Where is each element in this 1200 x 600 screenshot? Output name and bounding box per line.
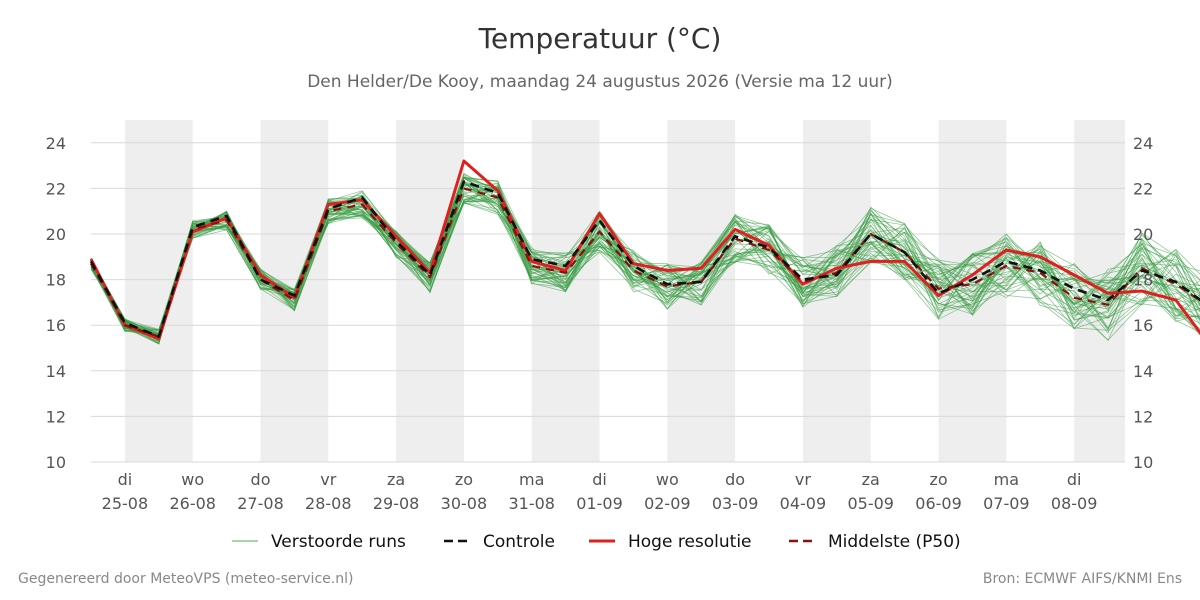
x-tick-day-label: zo [929, 470, 947, 489]
y-tick-label-left: 14 [46, 362, 66, 381]
footer-source: Bron: ECMWF AIFS/KNMI Ens [982, 571, 1182, 587]
ensemble-member-line [90, 181, 1200, 343]
legend-label: Hoge resolutie [628, 532, 752, 552]
ensemble-member-line [90, 182, 1200, 337]
y-tick-label-left: 16 [46, 316, 66, 335]
x-tick-date-label: 02-09 [644, 494, 691, 513]
ensemble-member-line [90, 198, 1200, 332]
x-tick-date-label: 07-09 [983, 494, 1030, 513]
y-tick-label-right: 12 [1133, 407, 1153, 426]
legend: Verstoorde runs Controle Hoge resolutie Mid… [232, 532, 961, 552]
axes: 10 10 12 12 14 14 16 16 18 18 20 20 22 22 24 24 di 25-08 w… [46, 134, 1154, 513]
y-tick-label-right: 22 [1133, 179, 1153, 198]
x-tick-date-label: 03-09 [712, 494, 759, 513]
grid-lines [91, 142, 1125, 463]
x-tick-date-label: 01-09 [576, 494, 623, 513]
x-tick-day-label: zo [455, 470, 473, 489]
x-tick-date-label: 26-08 [169, 494, 216, 513]
x-tick-day-label: do [725, 470, 745, 489]
y-tick-label-left: 22 [46, 179, 66, 198]
x-tick-day-label: ma [994, 470, 1019, 489]
x-tick-day-label: za [387, 470, 405, 489]
x-tick-date-label: 25-08 [102, 494, 149, 513]
x-tick-day-label: di [118, 470, 133, 489]
ensemble-member-line [90, 186, 1200, 338]
x-tick-day-label: za [862, 470, 880, 489]
x-tick-date-label: 05-09 [847, 494, 894, 513]
y-tick-label-left: 10 [46, 453, 66, 472]
x-tick-date-label: 28-08 [305, 494, 352, 513]
ensemble-member-line [90, 200, 1200, 332]
y-tick-label-right: 18 [1133, 271, 1153, 290]
ensemble-member-line [90, 183, 1200, 337]
y-tick-label-left: 12 [46, 407, 66, 426]
ensemble-member-line [90, 188, 1200, 334]
y-tick-label-right: 24 [1133, 134, 1153, 153]
ensemble-member-line [90, 202, 1200, 345]
ensemble-members [90, 172, 1200, 345]
x-tick-day-label: di [1067, 470, 1082, 489]
x-tick-day-label: ma [519, 470, 544, 489]
x-tick-day-label: do [251, 470, 271, 489]
series-controle [89, 180, 1200, 338]
shaded-day-band [802, 120, 871, 462]
ensemble-member-line [90, 195, 1200, 334]
series-middelste-p50 [90, 187, 1200, 338]
x-tick-date-label: 27-08 [237, 494, 284, 513]
x-tick-day-label: di [592, 470, 607, 489]
legend-label: Verstoorde runs [271, 532, 406, 552]
ensemble-member-line [90, 202, 1200, 336]
footer-generated-by: Gegenereerd door MeteoVPS (meteo-service… [18, 571, 354, 587]
x-tick-date-label: 31-08 [508, 494, 555, 513]
x-tick-day-label: wo [181, 470, 204, 489]
shaded-day-band [124, 120, 193, 462]
y-tick-label-right: 16 [1133, 316, 1153, 335]
chart-title: Temperatuur (°C) [478, 22, 722, 55]
day-shading [124, 120, 1125, 462]
y-tick-label-right: 14 [1133, 362, 1153, 381]
y-tick-label-left: 20 [46, 225, 66, 244]
chart-subtitle: Den Helder/De Kooy, maandag 24 augustus … [307, 72, 893, 92]
x-tick-date-label: 30-08 [441, 494, 488, 513]
legend-label: Controle [483, 532, 555, 552]
series-hoge-resolutie [89, 159, 1200, 341]
x-tick-date-label: 06-09 [915, 494, 962, 513]
x-tick-date-label: 29-08 [373, 494, 420, 513]
y-tick-label-right: 10 [1133, 453, 1153, 472]
y-tick-label-right: 20 [1133, 225, 1153, 244]
x-tick-day-label: wo [656, 470, 679, 489]
x-tick-day-label: vr [795, 470, 811, 489]
legend-label: Middelste (P50) [828, 532, 961, 552]
x-tick-date-label: 08-09 [1051, 494, 1098, 513]
y-tick-label-left: 24 [46, 134, 66, 153]
ensemble-member-line [90, 183, 1200, 343]
x-tick-date-label: 04-09 [780, 494, 827, 513]
x-tick-day-label: vr [320, 470, 336, 489]
series-lines [89, 159, 1200, 341]
y-tick-label-left: 18 [46, 271, 66, 290]
ensemble-member-line [90, 173, 1200, 336]
